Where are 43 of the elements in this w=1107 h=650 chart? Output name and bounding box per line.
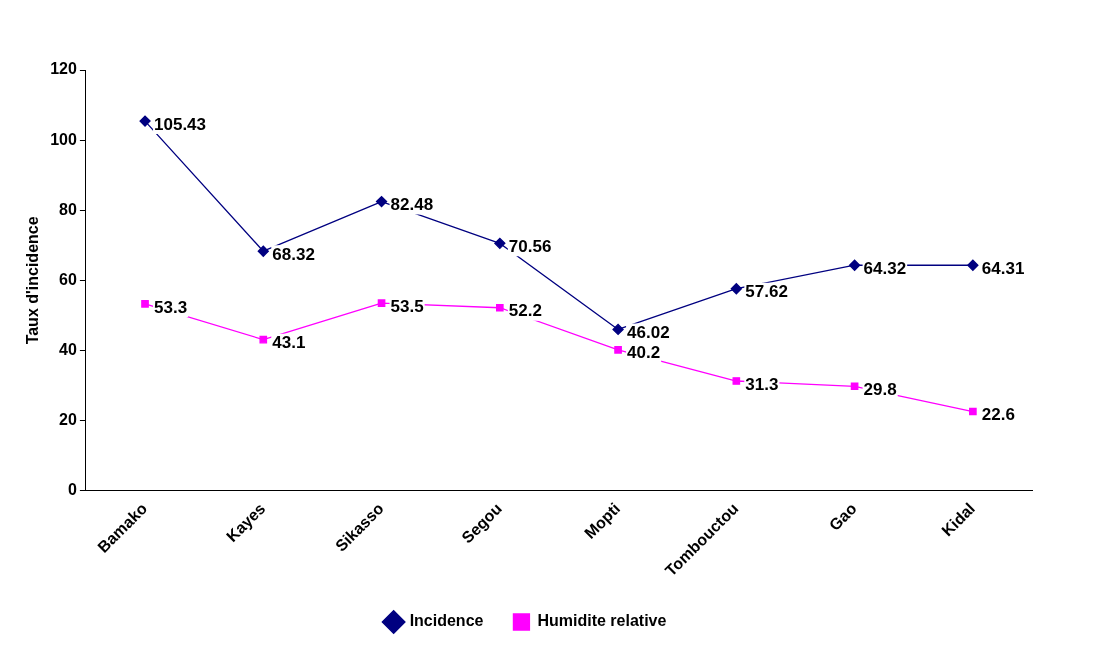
data-label: 64.31 [981,258,1025,278]
point [375,195,388,208]
data-label: 105.43 [154,114,207,134]
y-tick-label: 80 [59,200,77,218]
point [969,407,977,416]
data-label: 52.2 [508,301,542,321]
data-label: 64.32 [863,258,907,278]
point [848,259,861,271]
data-label: 53.3 [154,297,188,317]
legend-label: Incidence [409,612,484,630]
point [257,245,269,257]
data-label: 82.48 [390,195,434,215]
x-tick-label: Gao [825,499,860,534]
y-tick-label: 120 [50,60,77,78]
data-label: 43.1 [272,333,306,353]
data-label: 57.62 [745,282,788,302]
y-tick-label: 40 [59,340,77,358]
point [614,345,622,354]
point [967,259,979,271]
data-label: 53.5 [390,296,424,316]
data-label: 22.6 [981,405,1015,425]
data-label: 46.02 [627,323,670,343]
y-axis-title: Taux d'incidence [24,216,42,345]
legend-label: Humidite relative [537,612,667,630]
data-label: 68.32 [272,244,315,264]
point [730,283,742,295]
point [612,323,624,336]
point [139,115,151,127]
point [259,335,268,344]
data-label: 29.8 [863,379,897,399]
y-tick-label: 20 [59,411,77,429]
y-tick-label: 60 [59,270,77,288]
y-tick-label: 100 [50,130,77,148]
point [141,300,149,308]
point [494,237,506,250]
data-label: 31.3 [745,374,779,394]
point [495,303,504,312]
point [377,299,386,308]
data-label: 70.56 [508,237,552,257]
y-tick-label: 0 [67,481,77,499]
point [732,377,741,385]
point [850,382,859,391]
data-label: 40.2 [627,343,661,363]
